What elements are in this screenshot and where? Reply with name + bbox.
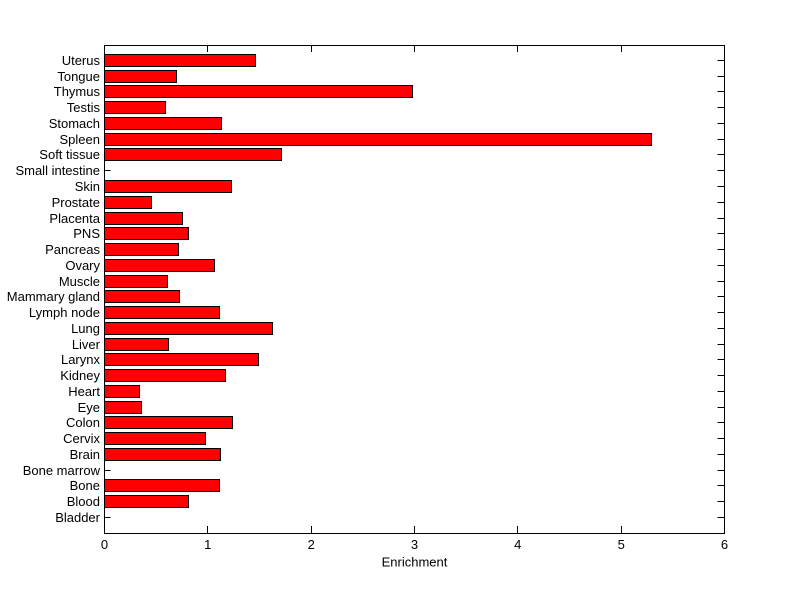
svg-text:Placenta: Placenta	[49, 211, 100, 226]
svg-text:Liver: Liver	[72, 337, 101, 352]
svg-text:Lymph node: Lymph node	[29, 305, 100, 320]
svg-text:Enrichment: Enrichment	[382, 555, 448, 570]
svg-text:2: 2	[308, 537, 315, 552]
svg-text:Small intestine: Small intestine	[15, 163, 100, 178]
svg-text:Prostate: Prostate	[52, 195, 100, 210]
svg-text:Colon: Colon	[66, 415, 100, 430]
svg-text:Eye: Eye	[78, 400, 100, 415]
svg-text:Soft tissue: Soft tissue	[39, 147, 100, 162]
svg-text:0: 0	[101, 537, 108, 552]
svg-text:PNS: PNS	[73, 226, 100, 241]
svg-text:Heart: Heart	[68, 384, 100, 399]
svg-text:Bladder: Bladder	[55, 510, 100, 525]
svg-text:Uterus: Uterus	[62, 53, 101, 68]
svg-text:5: 5	[618, 537, 625, 552]
svg-text:Tongue: Tongue	[57, 69, 100, 84]
svg-text:Kidney: Kidney	[60, 368, 100, 383]
svg-text:Ovary: Ovary	[65, 258, 100, 273]
svg-text:4: 4	[514, 537, 521, 552]
svg-text:Skin: Skin	[75, 179, 100, 194]
svg-text:Muscle: Muscle	[59, 274, 100, 289]
svg-text:Pancreas: Pancreas	[45, 242, 100, 257]
svg-text:Larynx: Larynx	[61, 352, 101, 367]
svg-text:Bone marrow: Bone marrow	[23, 463, 101, 478]
svg-text:Cervix: Cervix	[63, 431, 100, 446]
svg-text:Lung: Lung	[71, 321, 100, 336]
svg-text:1: 1	[204, 537, 211, 552]
svg-text:Bone: Bone	[70, 478, 100, 493]
svg-text:Stomach: Stomach	[49, 116, 100, 131]
svg-text:Mammary gland: Mammary gland	[7, 289, 100, 304]
svg-text:6: 6	[721, 537, 728, 552]
svg-text:Spleen: Spleen	[60, 132, 100, 147]
svg-text:Brain: Brain	[70, 447, 100, 462]
svg-text:Thymus: Thymus	[54, 84, 101, 99]
svg-text:Testis: Testis	[67, 100, 101, 115]
svg-text:3: 3	[411, 537, 418, 552]
svg-text:Blood: Blood	[67, 494, 100, 509]
